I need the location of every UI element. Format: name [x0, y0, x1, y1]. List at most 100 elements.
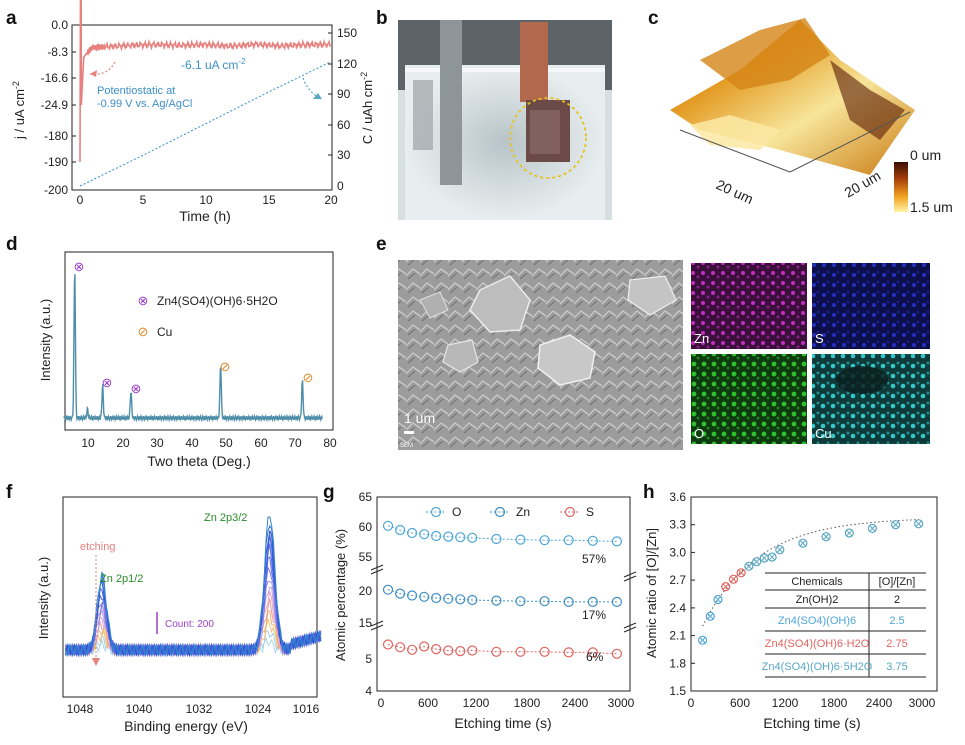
- g-point-zn: [407, 590, 418, 601]
- h-x-tick: 1200: [772, 696, 799, 710]
- h-point-cross: [776, 546, 783, 553]
- a-current-density-line: [79, 0, 332, 163]
- d-x-tick: 40: [185, 436, 199, 450]
- g-point-o: [455, 532, 466, 543]
- d-x-tick: 30: [150, 436, 164, 450]
- g-y-tick: 65: [359, 490, 373, 504]
- d-x-label: Two theta (Deg.): [147, 453, 251, 469]
- h-fit-curve: [702, 519, 919, 627]
- h-point-cross: [768, 553, 776, 561]
- a-y-label-left: j / uA cm-2: [11, 81, 27, 140]
- g-series-line-zn: [387, 589, 617, 603]
- h-table-header-chem: Chemicals: [791, 576, 843, 588]
- h-point-cross: [722, 583, 729, 590]
- panel-b-photo: [398, 20, 612, 220]
- panel-letter-a: a: [6, 8, 17, 29]
- h-point-cross: [869, 525, 876, 532]
- a-annotation-line2: -0.99 V vs. Ag/AgCl: [97, 98, 192, 110]
- a-right-tick: 90: [337, 87, 351, 101]
- g-end-label-zn: 17%: [582, 608, 606, 622]
- h-y-tick: 1.8: [669, 656, 686, 670]
- b-electrode-texture: [530, 110, 560, 154]
- panel-a: 0.0 -8.3 -16.6 -24.9 -180 -190 -200 150 …: [11, 0, 375, 224]
- h-point: [721, 581, 731, 592]
- h-point: [697, 635, 708, 645]
- g-point-o: [395, 524, 406, 536]
- c-ridge: [700, 18, 830, 90]
- c-plateau: [690, 115, 780, 150]
- h-table-chem-0: Zn(OH)2: [796, 594, 839, 606]
- a-right-tick: 60: [337, 118, 351, 132]
- f-x-label: Binding energy (eV): [124, 718, 248, 734]
- d-xrd-pattern: [63, 274, 323, 423]
- d-peak-marker: ⊗: [102, 375, 113, 390]
- h-y-tick: 3.3: [669, 518, 686, 532]
- g-point-zn: [443, 593, 454, 604]
- g-legend-marker-o: [430, 506, 442, 518]
- g-series-line-s: [387, 644, 617, 655]
- g-x-tick: 2400: [562, 696, 589, 710]
- g-point-s: [395, 642, 406, 653]
- a-x-tick: 15: [262, 193, 276, 207]
- c-shadow: [830, 60, 905, 140]
- panel-e: 1 um SEM Zn S O Cu: [398, 260, 930, 450]
- d-peak-marker: ⊘: [303, 370, 314, 385]
- h-point: [844, 528, 854, 538]
- g-point-zn: [539, 596, 550, 607]
- c-axis-x: [679, 129, 791, 173]
- d-legend-symbol-2: ⊘: [138, 324, 149, 339]
- h-point: [751, 557, 762, 567]
- g-legend-label-zn: Zn: [516, 505, 530, 519]
- e-map-label-o: O: [694, 426, 704, 441]
- g-point-zn: [611, 596, 623, 608]
- h-table-chem-3: Zn4(SO4)(OH)6·5H2O: [762, 661, 873, 673]
- d-legend-symbol-1: ⊗: [138, 293, 149, 308]
- a-arrowhead-left-icon: [90, 70, 97, 77]
- g-y-tick: 55: [359, 550, 373, 564]
- g-point-o: [539, 535, 550, 546]
- f-peak1-label: Zn 2p1/2: [100, 573, 143, 585]
- g-point-zn: [419, 591, 430, 602]
- g-point-s: [455, 645, 466, 657]
- a-capacity-line: [79, 61, 332, 187]
- h-point: [914, 519, 924, 529]
- h-point-cross: [915, 520, 922, 527]
- d-peak-marker: ⊗: [74, 259, 85, 274]
- panel-c-afm: 20 um 20 um 0 um 1.5 um: [670, 18, 953, 215]
- c-axis-y: [789, 111, 911, 173]
- a-x-tick: 10: [199, 193, 213, 207]
- h-point-cross: [846, 529, 853, 537]
- h-point: [767, 552, 777, 562]
- a-right-tick: 120: [337, 57, 357, 71]
- d-x-tick: 60: [254, 436, 268, 450]
- g-axis-break: [370, 568, 384, 575]
- f-etching-label: etching: [80, 541, 115, 553]
- f-x-tick: 1032: [186, 702, 213, 716]
- f-peak2-label: Zn 2p3/2: [204, 512, 247, 524]
- a-right-tick: 150: [337, 26, 357, 40]
- g-axis-break: [370, 624, 384, 631]
- g-axis-break: [370, 564, 384, 571]
- h-y-tick: 2.4: [669, 601, 686, 615]
- e-crystal: [442, 339, 479, 373]
- panel-letter-d: d: [6, 234, 18, 255]
- e-crystal: [627, 275, 677, 316]
- d-peak-marker: ⊗: [131, 381, 142, 396]
- a-left-tick: -8.3: [47, 45, 68, 59]
- f-etching-arrowhead-icon: [92, 658, 100, 666]
- h-x-tick: 1800: [821, 696, 848, 710]
- h-point: [890, 520, 901, 530]
- g-legend-marker-s: [564, 506, 576, 518]
- g-legend-marker-zn: [494, 506, 506, 518]
- g-end-label-o: 57%: [582, 552, 606, 566]
- g-legend-label-s: S: [586, 505, 594, 519]
- e-scale-text: 1 um: [404, 410, 435, 426]
- g-point-o: [443, 531, 454, 542]
- g-point-zn: [587, 596, 598, 608]
- g-axis-break: [623, 575, 637, 582]
- g-series-line-o: [387, 525, 617, 542]
- h-point-cross: [745, 563, 753, 570]
- a-y-label-right: C / uAh cm-2: [359, 72, 375, 144]
- g-y-tick: 60: [359, 520, 373, 534]
- g-point-o: [611, 536, 623, 547]
